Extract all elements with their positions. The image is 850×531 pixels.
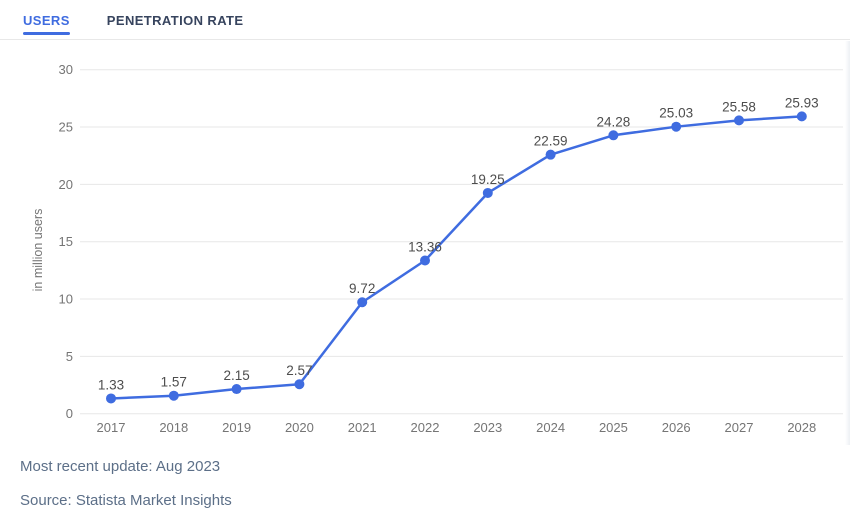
y-tick-label: 5 <box>66 349 73 364</box>
data-label-2025: 24.28 <box>597 114 631 129</box>
chart-footer: Most recent update: Aug 2023 Source: Sta… <box>20 458 232 526</box>
tab-users[interactable]: USERS <box>23 0 70 38</box>
y-axis-label: in million users <box>31 209 45 292</box>
data-point-2025[interactable] <box>608 130 619 141</box>
data-point-2027[interactable] <box>734 115 744 126</box>
users-line-chart: 0 5 10 15 20 25 30 in million users 2017 2018 2019… <box>31 62 843 435</box>
data-label-2017: 1.33 <box>98 377 124 392</box>
y-tick-label: 20 <box>59 177 73 192</box>
x-tick-label-2026: 2026 <box>662 420 691 435</box>
data-label-2019: 2.15 <box>223 368 249 383</box>
data-label-2018: 1.57 <box>161 375 187 390</box>
data-label-2027: 25.58 <box>722 99 756 114</box>
data-label-2022: 13.36 <box>408 240 442 255</box>
chart-tab-bar: USERS PENETRATION RATE <box>0 0 850 40</box>
tab-penetration-rate[interactable]: PENETRATION RATE <box>106 13 244 28</box>
data-point-2019[interactable] <box>231 384 242 395</box>
data-point-2022[interactable] <box>420 255 430 266</box>
y-tick-label: 30 <box>59 62 73 77</box>
y-tick-label: 0 <box>66 406 73 421</box>
right-edge-scroll-strip <box>845 41 850 445</box>
x-tick-label-2023: 2023 <box>473 420 502 435</box>
data-point-2028[interactable] <box>796 111 807 122</box>
x-tick-label-2028: 2028 <box>787 420 816 435</box>
data-label-2028: 25.93 <box>785 95 819 110</box>
data-point-2017[interactable] <box>106 393 116 404</box>
data-label-2020: 2.57 <box>286 363 312 378</box>
most-recent-update-text: Most recent update: Aug 2023 <box>20 458 221 475</box>
x-tick-label-2020: 2020 <box>285 420 314 435</box>
x-tick-label-2027: 2027 <box>725 420 754 435</box>
data-point-2024[interactable] <box>545 149 556 160</box>
data-label-2026: 25.03 <box>659 106 693 121</box>
x-tick-label-2021: 2021 <box>348 420 377 435</box>
x-tick-label-2018: 2018 <box>159 420 188 435</box>
data-point-2021[interactable] <box>357 297 368 308</box>
y-tick-label: 10 <box>59 292 73 307</box>
x-tick-label-2017: 2017 <box>97 420 126 435</box>
data-point-2018[interactable] <box>168 390 179 401</box>
y-tick-label: 15 <box>59 234 73 249</box>
source-text: Source: Statista Market Insights <box>20 492 232 509</box>
data-point-2026[interactable] <box>671 121 682 132</box>
data-label-2023: 19.25 <box>471 172 505 187</box>
x-tick-label-2022: 2022 <box>411 420 440 435</box>
data-point-2020[interactable] <box>294 379 305 390</box>
x-tick-label-2019: 2019 <box>222 420 251 435</box>
series-line-users <box>110 115 802 400</box>
y-tick-label: 25 <box>59 120 73 135</box>
x-tick-label-2024: 2024 <box>536 420 565 435</box>
data-point-2023[interactable] <box>482 187 493 198</box>
data-label-2024: 22.59 <box>534 134 568 149</box>
data-label-2021: 9.72 <box>349 281 375 296</box>
x-tick-label-2025: 2025 <box>599 420 628 435</box>
